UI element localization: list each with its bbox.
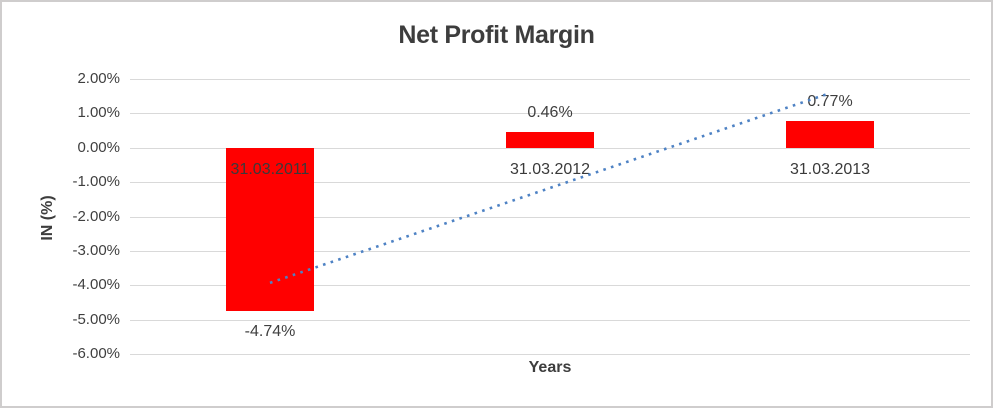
y-tick-label: -3.00% — [72, 241, 120, 259]
y-tick-label: -2.00% — [72, 207, 120, 225]
data-label: -4.74% — [244, 322, 296, 340]
y-tick-label: -5.00% — [72, 310, 120, 328]
data-label: 0.77% — [807, 93, 853, 111]
category-label: 31.03.2013 — [789, 160, 871, 178]
y-tick-label: 1.00% — [77, 104, 120, 122]
bar-31.03.2013 — [786, 121, 874, 148]
chart-title: Net Profit Margin — [398, 21, 595, 49]
y-tick-label: -1.00% — [72, 173, 120, 191]
y-tick-label: -6.00% — [72, 345, 120, 362]
data-label: 0.46% — [527, 103, 573, 121]
gridline — [130, 354, 970, 355]
y-tick-label: -4.00% — [72, 276, 120, 294]
gridline — [130, 319, 970, 321]
category-label: 31.03.2012 — [509, 160, 591, 178]
gridline — [130, 285, 970, 287]
x-axis-title: Years — [528, 359, 572, 376]
y-tick-label: 2.00% — [77, 70, 120, 87]
category-label: 31.03.2011 — [230, 160, 310, 178]
bar-31.03.2012 — [506, 131, 594, 148]
gridline — [130, 79, 970, 80]
plot-area: 31.03.2011 -4.74% 31.03.2012 0.46% 31.03.201… — [130, 79, 970, 355]
y-tick-label: 0.00% — [77, 138, 120, 156]
